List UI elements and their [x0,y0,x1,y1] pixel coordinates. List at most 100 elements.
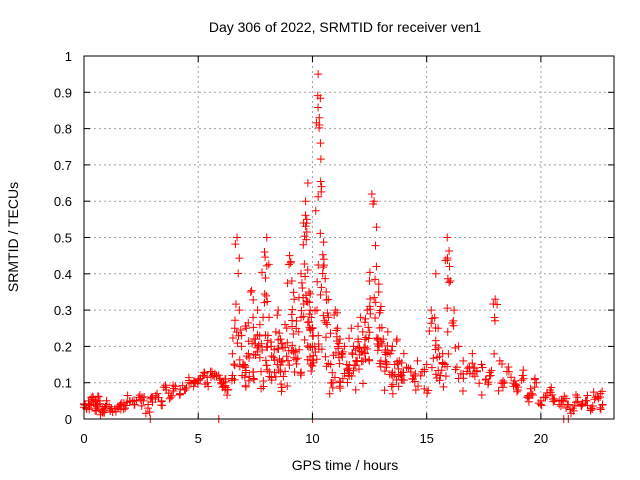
data-point [422,360,431,369]
data-point [166,393,175,402]
data-point [487,366,496,375]
data-point [307,313,316,322]
data-point [92,406,101,415]
data-point [383,327,392,336]
data-point [429,354,438,363]
data-point [314,331,323,340]
data-point [570,401,579,410]
data-point [294,327,303,336]
data-point [281,367,290,376]
data-point [525,391,534,400]
data-point [374,280,383,289]
data-point [366,309,375,318]
data-point [157,397,166,406]
data-point [308,323,317,332]
data-point [334,344,343,353]
data-point [132,396,141,405]
data-point [270,356,279,365]
data-point [431,336,440,345]
data-point [594,394,603,403]
data-point [444,349,453,358]
data-point [307,366,316,375]
data-point [200,369,209,378]
data-point [338,347,347,356]
y-tick-label: 0.9 [54,85,72,100]
data-point [588,401,597,410]
data-point [216,374,225,383]
x-tick-label: 5 [195,431,202,446]
data-point [270,345,279,354]
data-point [348,350,357,359]
data-point [589,388,598,397]
data-point [497,359,506,368]
data-point [326,360,335,369]
data-point [327,378,336,387]
data-point [494,386,503,395]
data-point [315,123,324,132]
data-point [380,367,389,376]
data-point [596,393,605,402]
data-point [232,328,241,337]
data-point [596,403,605,412]
data-point [206,367,215,376]
data-point [430,313,439,322]
data-point [288,341,297,350]
data-point [119,399,128,408]
y-tick-label: 1 [65,49,72,64]
data-point [322,318,331,327]
data-point [285,361,294,370]
data-point [306,289,315,298]
data-point [569,406,578,415]
data-point [250,375,259,384]
data-point [151,395,160,404]
data-point [489,299,498,308]
data-point [590,395,599,404]
data-point [369,199,378,208]
data-point [424,386,433,395]
data-point [349,366,358,375]
data-point [413,356,422,365]
data-point [470,372,479,381]
data-point [458,387,467,396]
data-point [300,335,309,344]
data-point [255,320,264,329]
data-point [363,345,372,354]
data-point [596,405,605,414]
data-point [262,291,271,300]
data-point [459,356,468,365]
data-point [263,365,272,374]
data-point [360,349,369,358]
data-point [443,362,452,371]
data-point [200,368,209,377]
data-point [91,407,100,416]
data-point [228,349,237,358]
data-point [137,401,146,410]
data-point [94,392,103,401]
data-point [229,360,238,369]
data-point [406,367,415,376]
data-point [376,306,385,315]
data-point [230,316,239,325]
data-point [353,322,362,331]
data-point [343,378,352,387]
data-point [283,381,292,390]
data-point [309,358,318,367]
data-point [240,373,249,382]
data-point [271,327,280,336]
data-point [321,352,330,361]
data-point [302,219,311,228]
y-tick-label: 0.5 [54,231,72,246]
data-point [468,349,477,358]
data-point [258,268,267,277]
data-point [322,362,331,371]
data-point [314,70,323,79]
data-point [87,393,96,402]
data-point [343,365,352,374]
data-point [244,318,253,327]
data-point [355,365,364,374]
data-point [443,233,452,242]
data-point [470,364,479,373]
data-point [210,369,219,378]
data-point [381,350,390,359]
